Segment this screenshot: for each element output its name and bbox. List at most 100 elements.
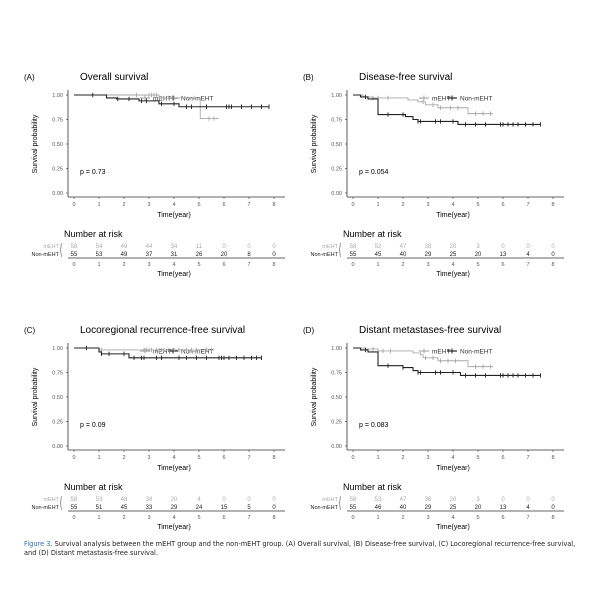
- x-tick-label: 5: [476, 455, 479, 461]
- risk-bracket: [338, 495, 342, 511]
- y-tick-label: 0.00: [52, 191, 63, 197]
- x-tick-label: 1: [97, 202, 100, 208]
- y-tick-label: 1.00: [331, 93, 342, 99]
- risk-count: 20: [171, 497, 178, 503]
- caption-label: Figure 3.: [24, 540, 53, 548]
- x-tick-label: 8: [551, 455, 554, 461]
- risk-x-tick-label: 2: [401, 262, 404, 268]
- x-tick-label: 8: [272, 202, 275, 208]
- x-tick-label: 0: [351, 455, 354, 461]
- x-tick-label: 5: [197, 455, 200, 461]
- risk-x-tick-label: 1: [376, 262, 379, 268]
- x-tick-label: 6: [222, 455, 225, 461]
- risk-count: 58: [71, 497, 78, 503]
- risk-x-tick-label: 5: [197, 262, 200, 268]
- risk-row-label: mEHT: [43, 244, 59, 250]
- x-tick-label: 7: [526, 455, 529, 461]
- x-tick-label: 0: [72, 455, 75, 461]
- x-axis-title: Time(year): [436, 212, 470, 219]
- risk-count: 47: [400, 497, 407, 503]
- x-tick-label: 6: [501, 202, 504, 208]
- risk-count: 53: [375, 497, 382, 503]
- x-tick-label: 6: [501, 455, 504, 461]
- x-tick-label: 1: [376, 202, 379, 208]
- panel-title: Distant metastases-free survival: [359, 325, 501, 336]
- p-value: p = 0.09: [80, 422, 106, 429]
- risk-x-axis-title: Time(year): [157, 271, 191, 278]
- p-value: p = 0.73: [80, 169, 106, 176]
- risk-x-tick-label: 6: [501, 262, 504, 268]
- y-tick-label: 0.00: [331, 444, 342, 450]
- risk-x-axis-title: Time(year): [436, 524, 470, 531]
- panel-b: (B) Disease-free survival mEHT Non-mEHT 0.00…: [303, 72, 564, 278]
- risk-count: 0: [272, 244, 276, 250]
- risk-count: 20: [450, 244, 457, 250]
- risk-x-tick-label: 2: [122, 262, 125, 268]
- risk-count: 44: [146, 244, 153, 250]
- risk-table-title: Number at risk: [343, 229, 402, 239]
- risk-count: 31: [171, 252, 178, 258]
- risk-count: 4: [526, 505, 530, 511]
- risk-x-tick-label: 8: [551, 262, 554, 268]
- y-tick-label: 1.00: [331, 346, 342, 352]
- y-tick-label: 0.50: [52, 142, 63, 148]
- risk-count: 0: [247, 244, 251, 250]
- y-tick-label: 0.75: [52, 371, 63, 377]
- y-tick-label: 0.25: [331, 167, 342, 173]
- x-tick-label: 5: [197, 202, 200, 208]
- risk-count: 47: [400, 244, 407, 250]
- legend-label: Non-mEHT: [181, 349, 214, 356]
- risk-count: 25: [450, 252, 457, 258]
- risk-count: 24: [196, 505, 203, 511]
- risk-x-tick-label: 7: [526, 515, 529, 521]
- risk-row-label: Non-mEHT: [310, 505, 338, 511]
- risk-table-title: Number at risk: [343, 482, 402, 492]
- risk-x-tick-label: 3: [147, 515, 150, 521]
- x-tick-label: 0: [72, 202, 75, 208]
- y-tick-label: 0.75: [331, 118, 342, 124]
- risk-count: 33: [146, 505, 153, 511]
- risk-x-tick-label: 7: [247, 262, 250, 268]
- legend-label: Non-mEHT: [181, 96, 214, 103]
- risk-count: 55: [350, 505, 357, 511]
- y-tick-label: 0.50: [331, 395, 342, 401]
- x-tick-label: 3: [426, 455, 429, 461]
- risk-count: 58: [350, 244, 357, 250]
- risk-row-label: Non-mEHT: [31, 505, 59, 511]
- risk-count: 52: [375, 244, 382, 250]
- risk-count: 4: [526, 252, 530, 258]
- caption-text: Survival analysis between the mEHT group…: [24, 540, 576, 557]
- risk-count: 48: [121, 497, 128, 503]
- risk-x-tick-label: 5: [197, 515, 200, 521]
- risk-x-tick-label: 0: [72, 262, 75, 268]
- risk-count: 20: [450, 497, 457, 503]
- x-tick-label: 1: [97, 455, 100, 461]
- x-tick-label: 2: [122, 455, 125, 461]
- risk-count: 0: [526, 244, 530, 250]
- risk-table-title: Number at risk: [64, 482, 123, 492]
- risk-x-tick-label: 5: [476, 262, 479, 268]
- risk-x-tick-label: 3: [147, 262, 150, 268]
- risk-count: 38: [146, 497, 153, 503]
- risk-count: 49: [121, 252, 128, 258]
- risk-count: 40: [400, 505, 407, 511]
- y-tick-label: 0.00: [331, 191, 342, 197]
- risk-count: 29: [425, 252, 432, 258]
- risk-count: 0: [222, 244, 226, 250]
- risk-count: 0: [551, 244, 555, 250]
- legend: mEHT Non-mEHT: [419, 348, 493, 356]
- risk-x-tick-label: 3: [426, 262, 429, 268]
- x-tick-label: 8: [272, 455, 275, 461]
- p-value: p = 0.083: [359, 422, 388, 429]
- legend-label: mEHT: [153, 96, 171, 103]
- risk-count: 20: [475, 505, 482, 511]
- risk-x-tick-label: 1: [97, 262, 100, 268]
- risk-count: 49: [121, 244, 128, 250]
- risk-count: 0: [247, 497, 251, 503]
- x-tick-label: 6: [222, 202, 225, 208]
- risk-x-tick-label: 1: [97, 515, 100, 521]
- risk-count: 0: [501, 244, 505, 250]
- panel-d: (D) Distant metastases-free survival mEHT N…: [303, 325, 564, 531]
- x-tick-label: 7: [247, 202, 250, 208]
